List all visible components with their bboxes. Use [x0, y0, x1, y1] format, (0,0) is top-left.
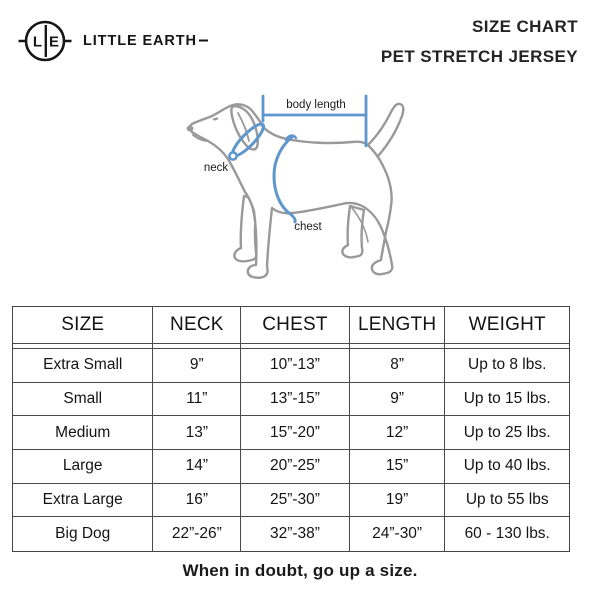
table-cell-neck: 13”: [153, 416, 242, 450]
table-cell-weight: Up to 15 lbs.: [445, 383, 569, 417]
table-cell-neck: 11”: [153, 382, 242, 417]
table-cell-length: 9”: [349, 382, 446, 417]
column-header-neck: NECK: [153, 307, 242, 344]
little-earth-logo: L E LITTLE EARTH: [16, 15, 208, 67]
neck-collar-marker: [228, 122, 266, 161]
table-cell-size: Big Dog: [13, 517, 154, 551]
dog-illustration-icon: [186, 102, 405, 279]
column-header-length: LENGTH: [349, 307, 446, 344]
body-length-label: body length: [286, 99, 345, 111]
table-cell-chest: 13”-15”: [241, 382, 350, 417]
page-title: SIZE CHART: [472, 17, 578, 36]
table-cell-chest: 15”-20”: [241, 416, 350, 450]
page-subtitle: PET STRETCH JERSEY: [380, 47, 578, 66]
brand-dash: [198, 39, 208, 42]
brand-name: LITTLE EARTH: [83, 33, 197, 49]
header-separator: [445, 344, 569, 349]
table-cell-weight: Up to 8 lbs.: [445, 349, 569, 383]
column-header-chest: CHEST: [241, 307, 350, 344]
table-cell-chest: 20”-25”: [241, 450, 350, 484]
table-cell-size: Extra Large: [13, 483, 154, 518]
table-cell-length: 24”-30”: [350, 517, 446, 551]
column-header-weight: WEIGHT: [445, 307, 569, 344]
sizing-note: When in doubt, go up a size.: [182, 561, 418, 580]
table-cell-size: Large: [13, 450, 154, 484]
table-cell-weight: Up to 55 lbs: [445, 484, 569, 518]
header-separator: [349, 344, 446, 349]
size-chart-table: SIZE NECK CHEST LENGTH WEIGHT Extra Smal…: [12, 306, 570, 552]
chest-girth-marker: [272, 134, 298, 224]
table-cell-weight: Up to 40 lbs.: [445, 450, 569, 484]
table-cell-neck: 22”-26”: [153, 517, 242, 551]
header-separator: [241, 344, 350, 349]
table-cell-weight: Up to 25 lbs.: [445, 416, 569, 450]
neck-label: neck: [204, 162, 229, 174]
table-cell-chest: 32”-38”: [241, 517, 350, 551]
table-cell-size: Small: [13, 382, 154, 417]
logo-monogram-icon: L E: [18, 20, 72, 62]
header-titles: SIZE CHART PET STRETCH JERSEY: [381, 12, 578, 72]
logo-letter-e: E: [49, 34, 59, 51]
chest-label: chest: [294, 221, 322, 233]
logo-letter-l: L: [33, 34, 42, 51]
header-separator: [13, 344, 154, 349]
table-cell-neck: 9”: [153, 349, 242, 383]
table-cell-size: Extra Small: [13, 349, 154, 383]
table-cell-neck: 16”: [153, 483, 242, 518]
header-separator: [153, 344, 242, 349]
table-cell-length: 15”: [349, 450, 446, 484]
table-cell-length: 8”: [349, 349, 446, 383]
table-cell-length: 19”: [349, 483, 446, 518]
table-cell-size: Medium: [13, 416, 154, 450]
table-cell-chest: 25”-30”: [241, 483, 350, 518]
table-cell-weight: 60 - 130 lbs.: [464, 525, 550, 543]
table-cell-length: 12”: [349, 416, 446, 450]
table-cell-chest: 10”-13”: [241, 349, 350, 383]
table-cell-neck: 14”: [153, 450, 242, 484]
body-length-measure-line: [261, 94, 368, 148]
column-header-size: SIZE: [13, 307, 154, 344]
